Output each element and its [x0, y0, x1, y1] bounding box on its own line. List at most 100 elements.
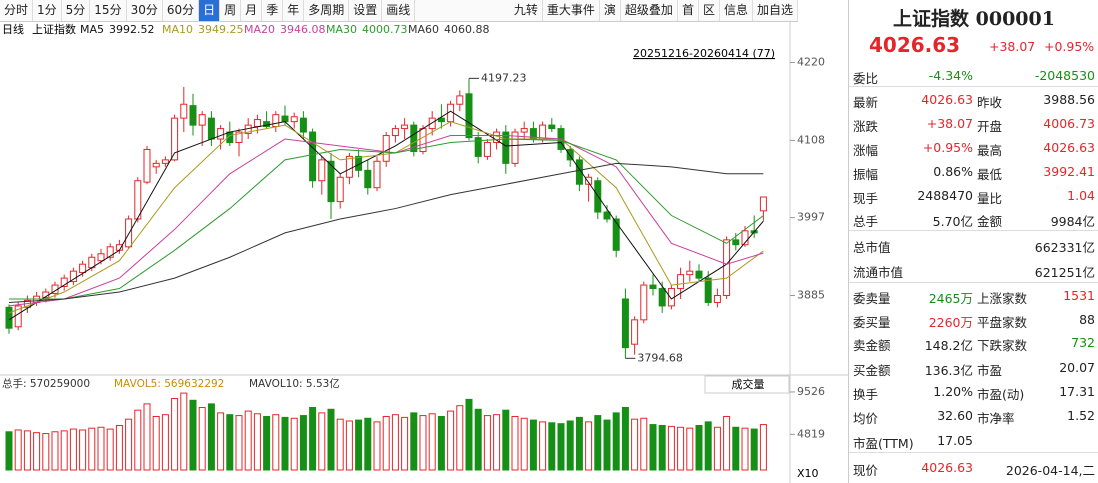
quote-value: 732 [1071, 335, 1095, 350]
volume-bar [483, 415, 491, 471]
toolbar-button[interactable]: 设置 [349, 0, 383, 21]
quote-value: 4026.63 [1043, 140, 1095, 155]
quote-price: 4026.63 [869, 33, 961, 57]
volume-header: 总手: 570259000 [2, 377, 90, 390]
ma-line [8, 110, 764, 321]
toolbar-button[interactable]: 30分 [127, 0, 163, 21]
volume-button[interactable] [704, 375, 790, 394]
candle-body [410, 124, 418, 153]
toolbar-button[interactable]: 60分 [163, 0, 200, 21]
volume-bar [713, 426, 721, 471]
toolbar-button[interactable]: 年 [283, 0, 305, 21]
toolbar-button[interactable]: 5分 [62, 0, 91, 21]
toolbar-button[interactable]: 加自选 [753, 0, 798, 21]
volume-bar [69, 428, 77, 471]
candle-body [502, 131, 510, 164]
candle-body [539, 124, 547, 140]
candle-body [640, 284, 648, 321]
toolbar-button[interactable]: 1分 [33, 0, 62, 21]
candle-body [382, 135, 390, 162]
candle-body [732, 239, 740, 246]
toolbar-button[interactable]: 演 [600, 0, 621, 21]
toolbar-button[interactable]: 信息 [720, 0, 753, 21]
candle-body [723, 239, 731, 296]
volume-bar [97, 426, 105, 471]
volume-bar [180, 392, 188, 471]
volume-bar [732, 426, 740, 471]
quote-value: 17.05 [937, 433, 973, 448]
volume-tick-label: 4819 [797, 427, 825, 440]
volume-bar [226, 414, 234, 471]
volume-bar [750, 428, 758, 471]
candle-body [60, 277, 68, 287]
annotation: 3794.68 [637, 351, 683, 364]
volume-bar [686, 427, 694, 471]
volume-bar [125, 418, 133, 471]
volume-bar [382, 415, 390, 471]
volume-tick-label: 9526 [797, 385, 825, 398]
toolbar-button[interactable]: 15分 [90, 0, 127, 21]
candle-body [253, 119, 261, 127]
toolbar-button[interactable]: 九转 [510, 0, 543, 21]
volume-bar [60, 430, 68, 471]
toolbar-button[interactable]: 画线 [382, 0, 416, 21]
candle-body [658, 288, 666, 307]
candle-body [511, 131, 519, 164]
legend-entry: MA5 3992.52 [80, 23, 155, 36]
quote-value: 17.31 [1059, 384, 1095, 399]
candle-body [474, 137, 482, 157]
toolbar-button[interactable]: 分时 [0, 0, 34, 21]
quote-label: 买金额 [853, 363, 891, 378]
toolbar-button[interactable]: 月 [241, 0, 263, 21]
quote-value: 3992.41 [1043, 164, 1095, 179]
volume-bar [621, 406, 629, 471]
volume-bar [253, 413, 261, 471]
candle-body [180, 103, 188, 119]
quote-label: 最新 [853, 95, 879, 110]
candle-body [373, 160, 381, 189]
volume-bar [309, 406, 317, 471]
quote-value: 148.2亿 [924, 338, 973, 353]
candle-body [143, 148, 151, 183]
volume-bar [290, 417, 298, 471]
toolbar-button[interactable]: 周 [220, 0, 242, 21]
volume-bar [759, 424, 767, 471]
toolbar-button[interactable]: 季 [262, 0, 284, 21]
legend-value: 3949.25 [198, 23, 244, 36]
toolbar-button[interactable]: 超级叠加 [621, 0, 678, 21]
toolbar-button[interactable]: 首 [678, 0, 699, 21]
candle-body [465, 93, 473, 139]
separator [849, 86, 1098, 87]
toolbar-button[interactable]: 日 [199, 0, 221, 21]
volume-bar [79, 429, 87, 471]
volume-bar [695, 424, 703, 471]
volume-bar [327, 408, 335, 471]
candle-body [713, 294, 721, 303]
separator [849, 452, 1098, 453]
quote-label: 委买量 [853, 315, 891, 330]
quote-label: 开盘 [977, 119, 1003, 134]
toolbar-button[interactable]: 重大事件 [543, 0, 600, 21]
toolbar-button[interactable]: 多周期 [304, 0, 350, 21]
volume-bar [189, 399, 197, 471]
candle-body [456, 95, 464, 105]
volume-bar [677, 426, 685, 471]
volume-button-label[interactable]: 成交量 [732, 377, 765, 391]
volume-bar [318, 412, 326, 471]
volume-unit: X10 [797, 467, 819, 480]
volume-bar [355, 419, 363, 471]
candle-body [520, 128, 528, 133]
volume-bar [548, 422, 556, 471]
quote-value: 3988.56 [1043, 92, 1095, 107]
toolbar-button[interactable]: 区 [699, 0, 720, 21]
volume-bar [299, 415, 307, 471]
candle-body [299, 117, 307, 133]
candle-body [134, 180, 142, 220]
annotation: 4197.23 [481, 71, 527, 84]
volume-bar [658, 424, 666, 471]
volume-bar [474, 408, 482, 471]
volume-bar [566, 420, 574, 471]
ma-line [9, 138, 764, 300]
legend-entry: MA30 4000.73 [326, 23, 408, 36]
quote-value: 2488470 [917, 188, 973, 203]
